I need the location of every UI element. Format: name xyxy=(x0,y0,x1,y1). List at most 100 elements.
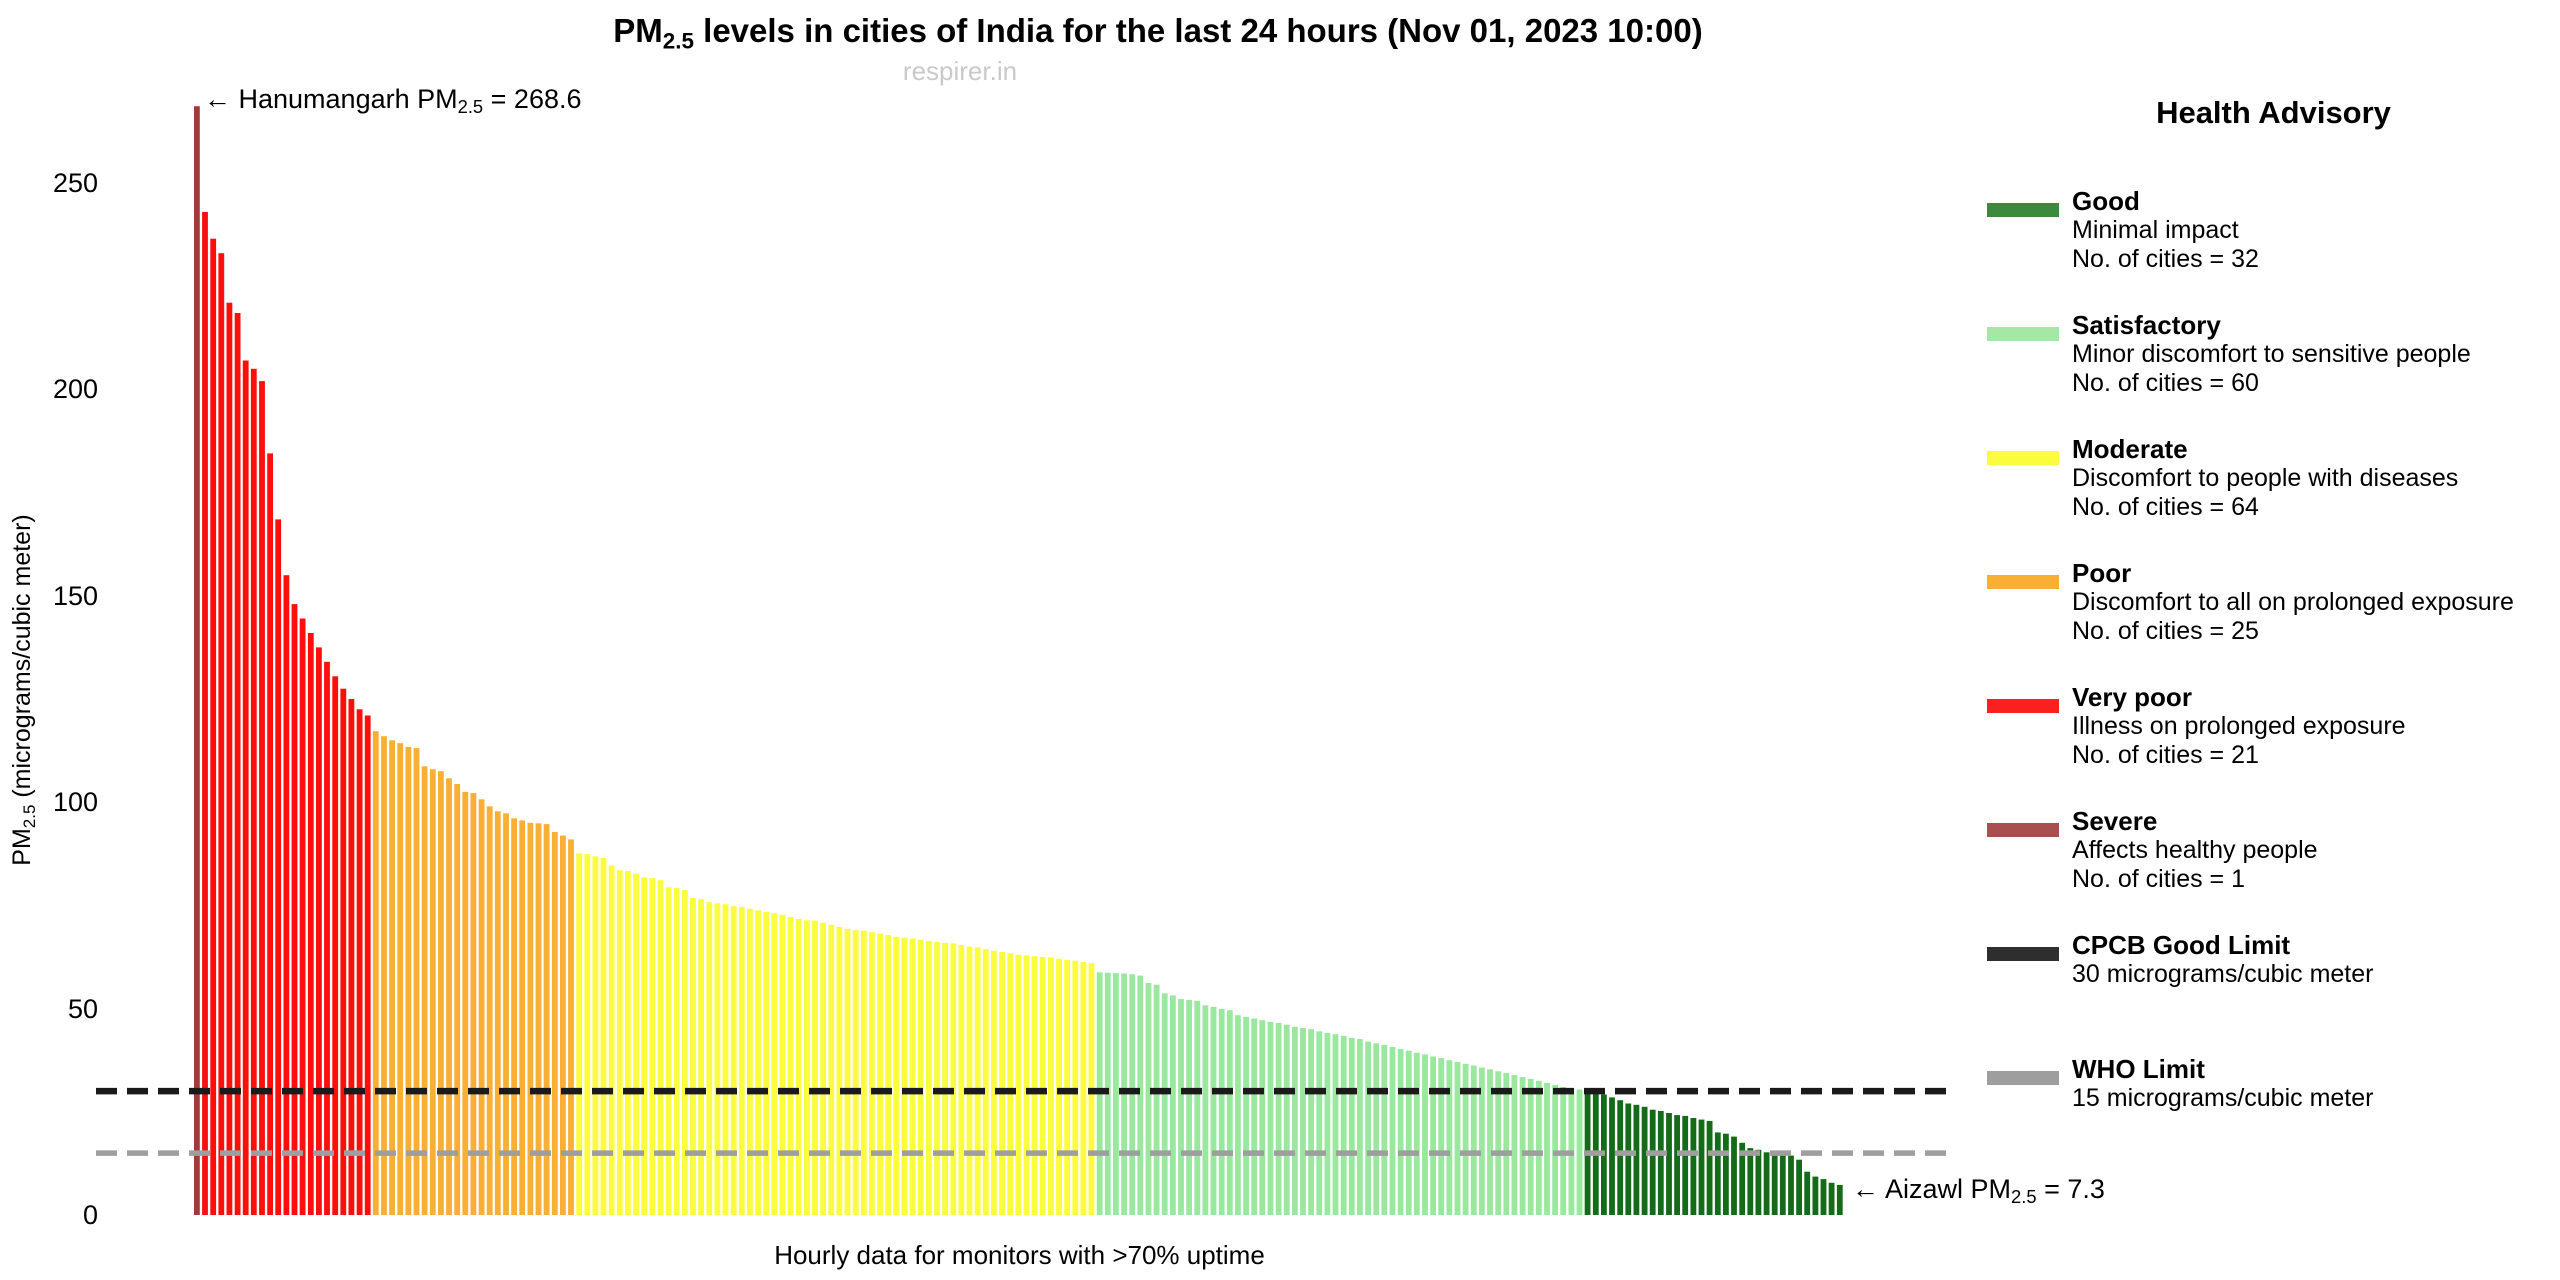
legend-swatch-satisfactory xyxy=(1987,327,2059,341)
bar-satisfactory xyxy=(1161,993,1168,1215)
bar-moderate xyxy=(641,877,648,1215)
bar-very-poor xyxy=(307,633,314,1215)
legend-entry-description: No. of cities = 25 xyxy=(2072,617,2259,645)
bar-poor xyxy=(494,811,501,1215)
bar-good xyxy=(1836,1184,1843,1215)
bar-good xyxy=(1755,1149,1762,1215)
bar-very-poor xyxy=(291,604,298,1215)
bar-good xyxy=(1641,1106,1648,1215)
legend-swatch-good xyxy=(1987,203,2059,217)
bar-satisfactory xyxy=(1422,1054,1428,1215)
bar-very-poor xyxy=(218,253,225,1215)
legend-entry-description: No. of cities = 32 xyxy=(2072,245,2259,273)
bar-moderate xyxy=(950,943,957,1215)
bar-moderate xyxy=(1039,957,1046,1215)
bar-moderate xyxy=(836,926,843,1215)
bar-satisfactory xyxy=(1145,983,1152,1215)
bar-moderate xyxy=(860,930,867,1215)
bar-good xyxy=(1657,1111,1664,1215)
legend-entry-description: Minor discomfort to sensitive people xyxy=(2072,340,2471,368)
bar-moderate xyxy=(804,920,810,1215)
bar-satisfactory xyxy=(1446,1060,1453,1215)
bar-moderate xyxy=(1072,960,1079,1215)
legend-swatch-poor xyxy=(1987,575,2059,589)
bar-good xyxy=(1609,1097,1615,1215)
bar-very-poor xyxy=(348,699,355,1215)
bar-poor xyxy=(462,791,469,1215)
legend-swatch-cpcb-good-limit xyxy=(1987,947,2059,961)
bar-very-poor xyxy=(340,688,347,1215)
bar-poor xyxy=(486,806,493,1215)
bar-moderate xyxy=(730,906,737,1215)
legend-entry-description: No. of cities = 64 xyxy=(2072,493,2259,521)
bar-satisfactory xyxy=(1389,1047,1396,1215)
bar-very-poor xyxy=(356,709,363,1215)
bar-moderate xyxy=(763,912,770,1215)
bar-very-poor xyxy=(234,313,241,1215)
bar-satisfactory xyxy=(1552,1085,1558,1215)
bar-satisfactory xyxy=(1300,1028,1306,1215)
bar-good xyxy=(1706,1120,1713,1215)
bar-very-poor xyxy=(226,302,233,1215)
bar-good xyxy=(1698,1119,1705,1215)
legend-entry-name: Very poor xyxy=(2072,682,2192,712)
bar-very-poor xyxy=(275,519,282,1215)
bar-moderate xyxy=(682,890,688,1215)
bar-moderate xyxy=(877,933,883,1215)
y-tick-50: 50 xyxy=(67,993,98,1024)
bar-moderate xyxy=(820,922,826,1215)
bar-very-poor xyxy=(316,647,322,1215)
bar-satisfactory xyxy=(1503,1073,1510,1215)
bar-satisfactory xyxy=(1527,1078,1534,1215)
bar-good xyxy=(1674,1115,1680,1215)
bar-moderate xyxy=(795,919,802,1215)
bar-satisfactory xyxy=(1292,1026,1298,1215)
bar-satisfactory xyxy=(1340,1035,1347,1215)
annotation-max-subscript: 2.5 xyxy=(457,96,484,118)
bar-satisfactory xyxy=(1251,1018,1258,1215)
bar-poor xyxy=(389,740,395,1215)
bar-satisfactory xyxy=(1316,1031,1323,1215)
y-tick-200: 200 xyxy=(52,374,98,405)
bar-poor xyxy=(405,746,412,1215)
bar-moderate xyxy=(625,871,631,1215)
bar-satisfactory xyxy=(1186,999,1192,1215)
bar-satisfactory xyxy=(1348,1037,1355,1215)
bar-moderate xyxy=(974,947,981,1215)
bar-satisfactory xyxy=(1357,1039,1363,1215)
bar-satisfactory xyxy=(1194,1000,1201,1215)
bar-poor xyxy=(503,813,509,1215)
bar-poor xyxy=(560,835,566,1215)
legend-entry-who-limit: WHO Limit 15 micrograms/cubic meter xyxy=(1987,1054,2560,1172)
y-tick-150: 150 xyxy=(52,580,98,611)
legend-entry-satisfactory: Satisfactory Minor discomfort to sensitiv… xyxy=(1987,310,2560,428)
y-tick-250: 250 xyxy=(52,168,98,198)
bar-very-poor xyxy=(259,381,265,1216)
bar-moderate xyxy=(869,932,875,1215)
bar-poor xyxy=(543,824,550,1215)
bar-moderate xyxy=(1023,955,1030,1215)
bar-moderate xyxy=(926,940,932,1215)
legend-entry-description: Discomfort to all on prolonged exposure xyxy=(2072,588,2514,616)
bar-good xyxy=(1625,1103,1632,1215)
bar-severe xyxy=(194,106,200,1216)
bar-good xyxy=(1788,1155,1794,1215)
bar-satisfactory xyxy=(1430,1056,1436,1215)
bar-moderate xyxy=(584,854,591,1215)
bar-poor xyxy=(551,831,558,1215)
legend-text: CPCB Good Limit 30 micrograms/cubic meter xyxy=(2072,930,2373,989)
bar-good xyxy=(1820,1179,1827,1215)
legend-entry-name: Poor xyxy=(2072,558,2132,588)
bar-moderate xyxy=(616,870,623,1215)
bar-good xyxy=(1779,1154,1786,1215)
bar-poor xyxy=(438,771,444,1215)
bar-moderate xyxy=(1048,957,1054,1215)
legend-entry-moderate: Moderate Discomfort to people with diseas… xyxy=(1987,434,2560,552)
bar-moderate xyxy=(600,857,607,1215)
bar-moderate xyxy=(698,899,704,1215)
bar-moderate xyxy=(885,935,892,1215)
bar-poor xyxy=(413,748,420,1215)
bar-satisfactory xyxy=(1519,1077,1526,1215)
bar-moderate xyxy=(844,928,851,1215)
